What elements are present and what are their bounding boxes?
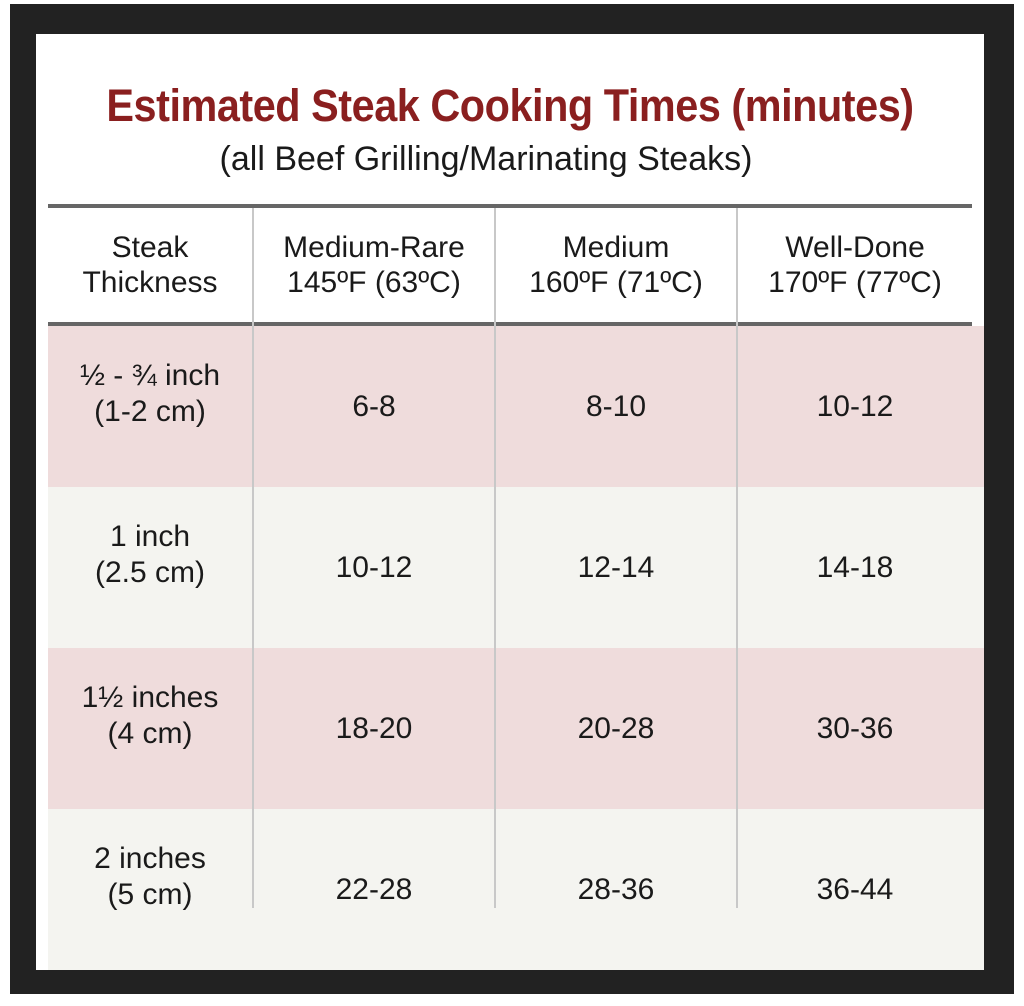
- thickness-inches: ½ - ¾ inch: [79, 359, 221, 392]
- page-subtitle: (all Beef Grilling/Marinating Steaks): [219, 140, 753, 178]
- column-header-line2: 145ºF (63ºC): [287, 266, 461, 299]
- thickness-cell: 2 inches (5 cm): [48, 809, 252, 970]
- column-header-line2: 160ºF (71ºC): [529, 266, 703, 299]
- column-divider: [252, 208, 254, 908]
- thickness-inches: 1 inch: [109, 520, 191, 553]
- column-header-medium-rare: Medium-Rare 145ºF (63ºC): [254, 208, 494, 322]
- table-row: 1½ inches (4 cm) 18-20 20-28 30-36: [48, 648, 984, 809]
- table-row: 1 inch (2.5 cm) 10-12 12-14 14-18: [48, 487, 984, 648]
- column-header-line1: Well-Done: [785, 231, 925, 264]
- medium-time: 8-10: [585, 389, 647, 423]
- thickness-inches: 2 inches: [94, 842, 206, 875]
- well-done-time: 10-12: [816, 389, 894, 423]
- column-divider: [494, 208, 496, 908]
- cooking-times-table: Steak Thickness Medium-Rare 145ºF (63ºC)…: [48, 204, 984, 970]
- medium-rare-time: 10-12: [335, 550, 413, 584]
- thickness-cell: 1 inch (2.5 cm): [48, 487, 252, 648]
- well-done-time: 14-18: [816, 550, 894, 584]
- well-done-time: 36-44: [816, 872, 894, 906]
- thickness-cm: (2.5 cm): [94, 556, 205, 589]
- medium-time: 12-14: [577, 550, 655, 584]
- column-header-well-done: Well-Done 170ºF (77ºC): [738, 208, 972, 322]
- header-top-rule: [48, 204, 972, 208]
- table-row: ½ - ¾ inch (1-2 cm) 6-8 8-10 10-12: [48, 326, 984, 487]
- medium-time: 28-36: [577, 872, 655, 906]
- column-divider: [736, 208, 738, 908]
- thickness-cell: ½ - ¾ inch (1-2 cm): [48, 326, 252, 487]
- thickness-cm: (4 cm): [107, 717, 193, 750]
- thickness-cm: (5 cm): [107, 878, 193, 911]
- thickness-cm: (1-2 cm): [94, 395, 206, 428]
- column-header-thickness: Steak Thickness: [48, 208, 252, 322]
- medium-rare-time: 6-8: [352, 389, 396, 423]
- column-header-line2: Thickness: [82, 266, 218, 299]
- column-header-line1: Medium-Rare: [283, 231, 465, 264]
- thickness-cell: 1½ inches (4 cm): [48, 648, 252, 809]
- column-header-line1: Medium: [562, 231, 670, 264]
- page-title: Estimated Steak Cooking Times (minutes): [106, 80, 914, 131]
- well-done-time: 30-36: [816, 711, 894, 745]
- column-header-line1: Steak: [111, 231, 189, 264]
- medium-time: 20-28: [577, 711, 655, 745]
- medium-rare-time: 22-28: [335, 872, 413, 906]
- thickness-inches: 1½ inches: [81, 681, 219, 714]
- cooking-times-card: Estimated Steak Cooking Times (minutes) …: [36, 34, 984, 970]
- column-header-line2: 170ºF (77ºC): [768, 266, 942, 299]
- table-row: 2 inches (5 cm) 22-28 28-36 36-44: [48, 809, 984, 970]
- column-header-medium: Medium 160ºF (71ºC): [496, 208, 736, 322]
- header-bottom-rule: [48, 322, 972, 326]
- medium-rare-time: 18-20: [335, 711, 413, 745]
